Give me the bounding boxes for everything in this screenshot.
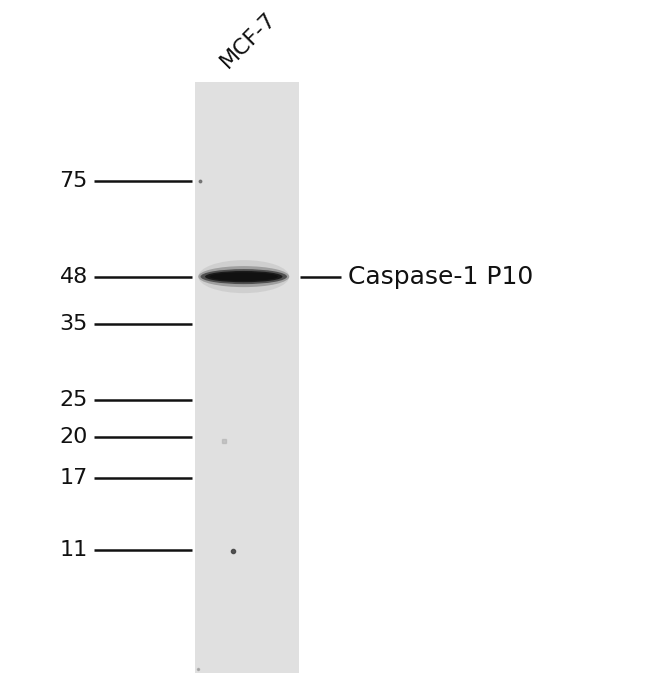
Text: MCF-7: MCF-7 (216, 8, 280, 72)
Ellipse shape (198, 266, 289, 287)
Ellipse shape (198, 260, 289, 293)
Text: 11: 11 (60, 540, 88, 560)
Text: 35: 35 (59, 314, 88, 335)
Bar (195, 82, 299, 673)
Text: 25: 25 (59, 389, 88, 410)
Ellipse shape (205, 271, 282, 282)
Text: Caspase-1 P10: Caspase-1 P10 (348, 264, 533, 289)
Text: 75: 75 (59, 171, 88, 191)
Ellipse shape (200, 269, 287, 284)
Text: 20: 20 (59, 427, 88, 447)
Text: 48: 48 (60, 266, 88, 287)
Ellipse shape (209, 273, 278, 281)
Text: 17: 17 (60, 468, 88, 488)
